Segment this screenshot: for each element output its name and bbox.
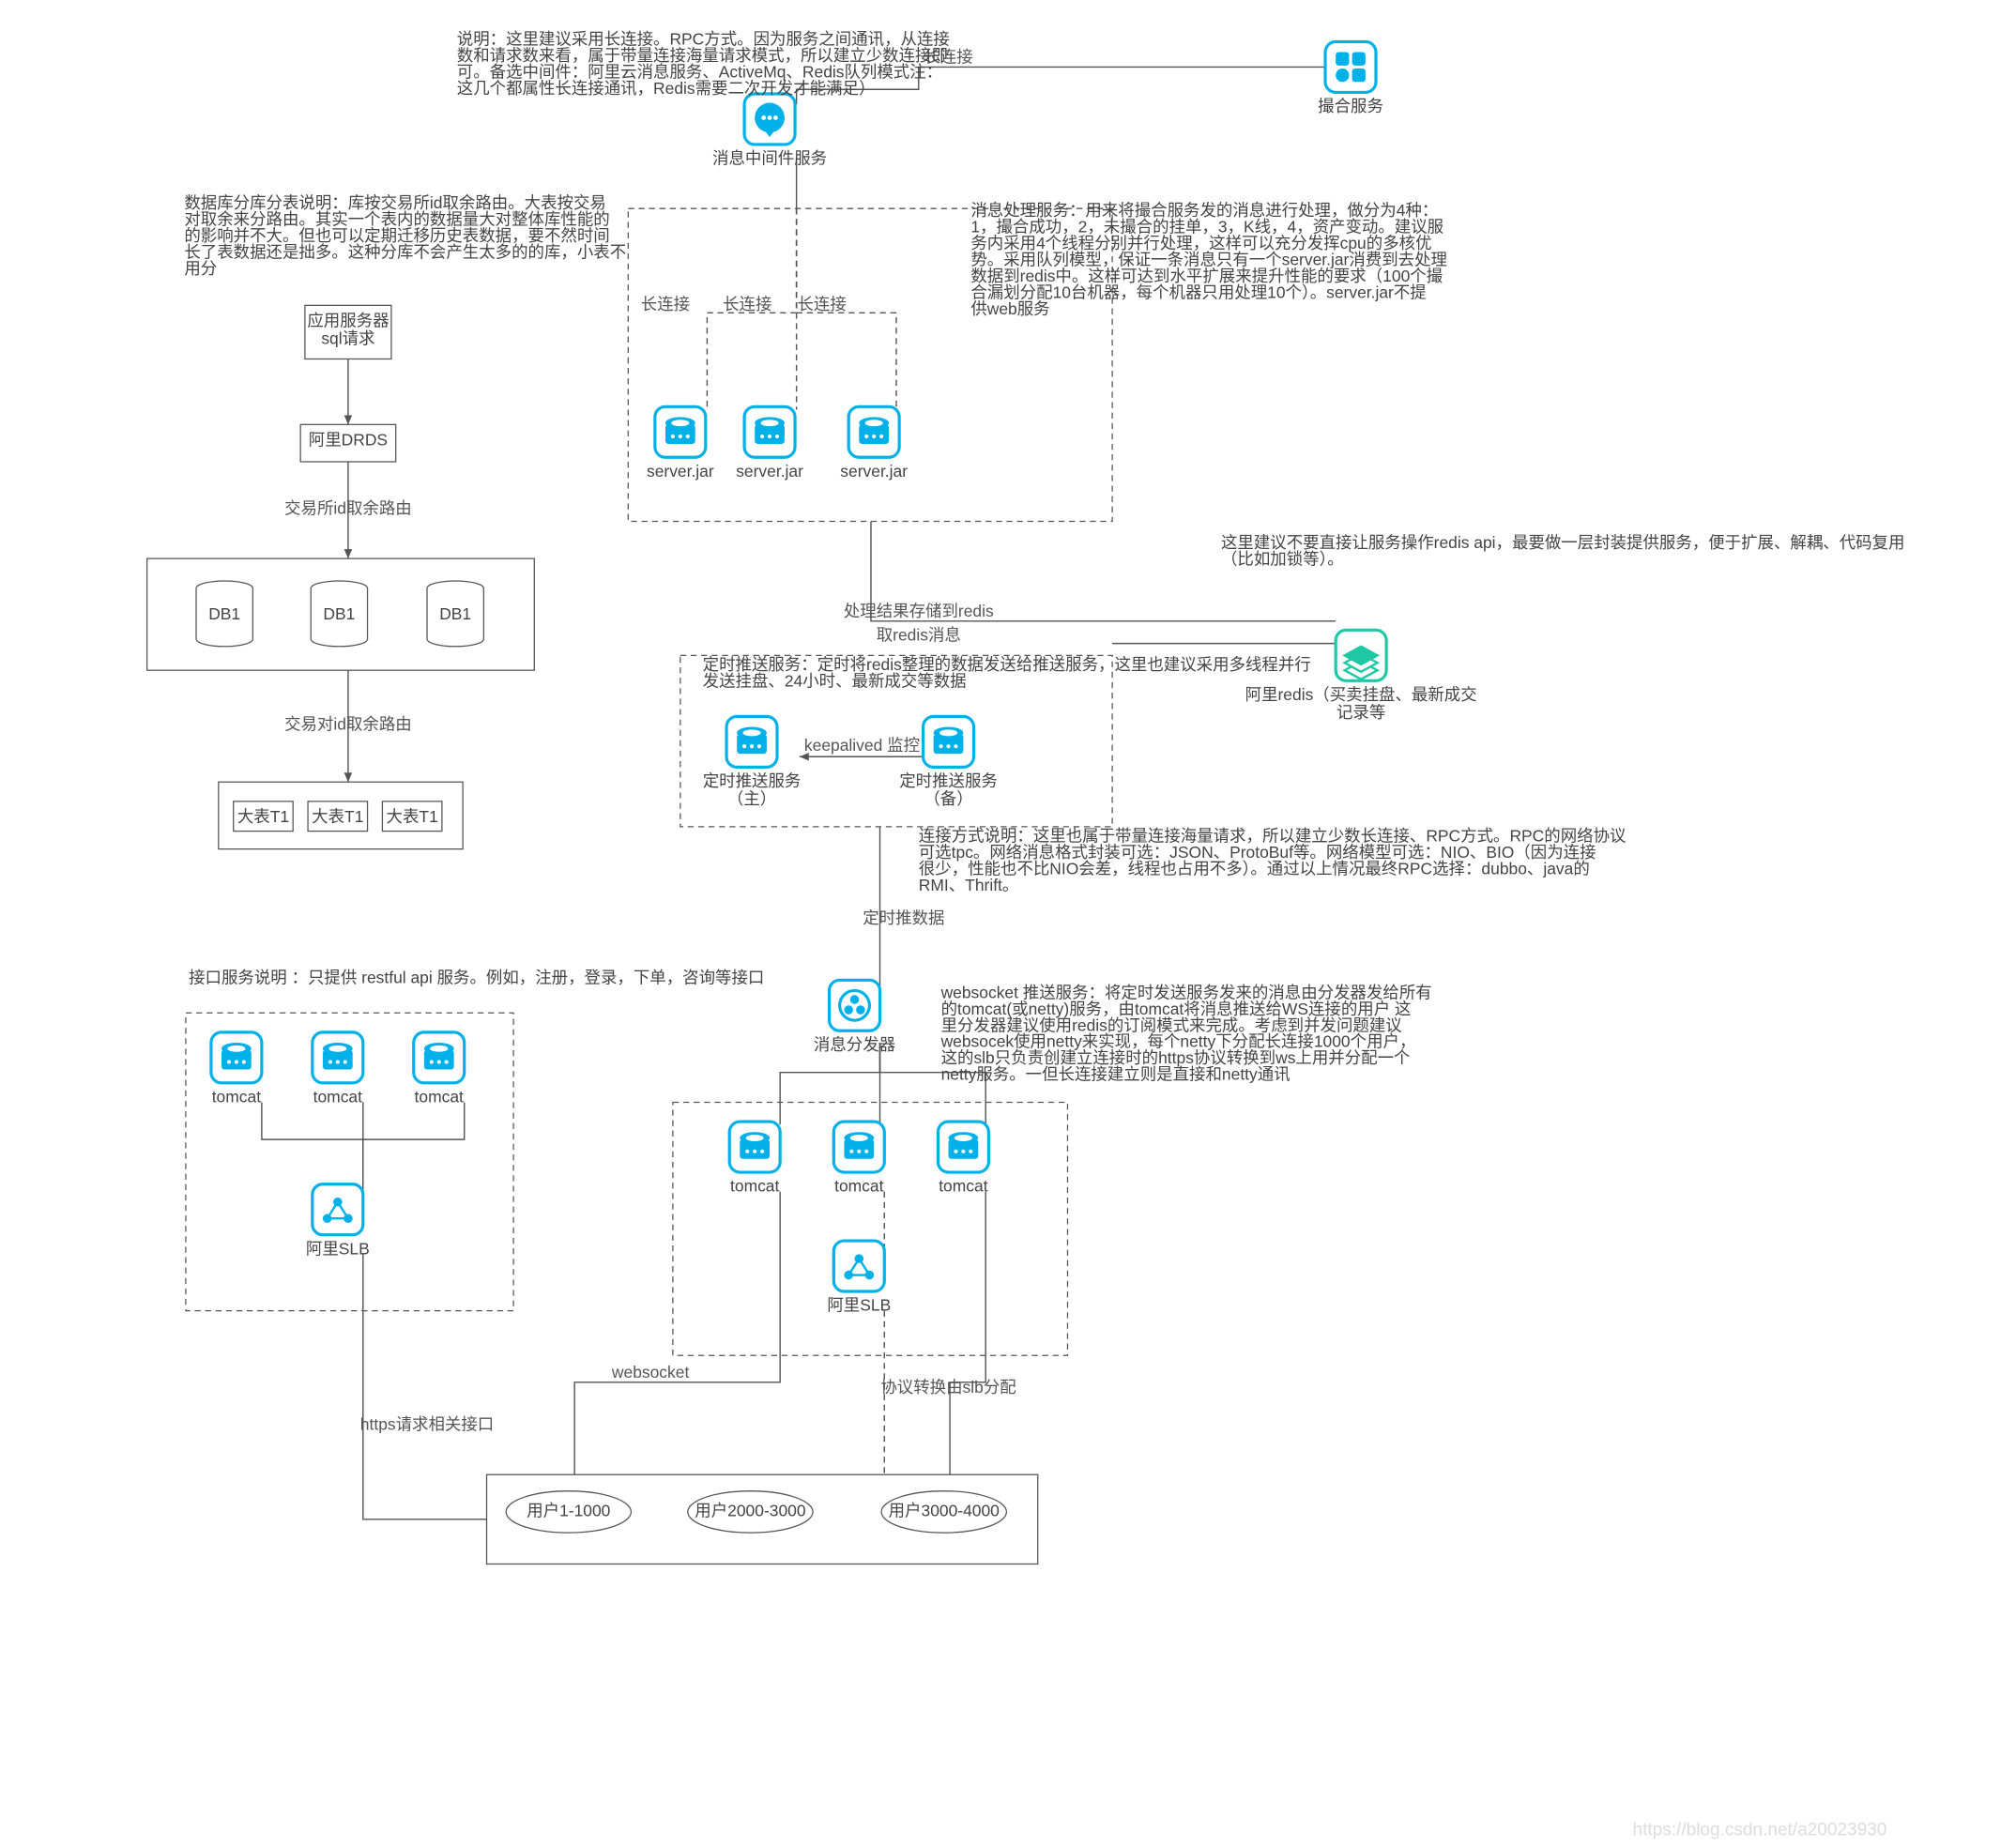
note-n_redis: 这里建议不要直接让服务操作redis api，最要做一层封装提供服务，便于扩展、… — [1221, 533, 1905, 568]
node-sj2: server.jar — [736, 406, 803, 481]
svg-text:tomcat: tomcat — [415, 1087, 464, 1106]
node-tc2: tomcat — [833, 1122, 884, 1196]
node-tc3: tomcat — [938, 1122, 988, 1196]
svg-text:server.jar: server.jar — [647, 462, 714, 481]
note-n_proc: 消息处理服务：用来将撮合服务发的消息进行处理，做分为4种：1，撮合成功，2，未撮… — [970, 201, 1447, 318]
svg-text:https请求相关接口: https请求相关接口 — [360, 1415, 494, 1434]
svg-text:tomcat: tomcat — [834, 1177, 883, 1196]
svg-text:大表T1: 大表T1 — [312, 807, 363, 826]
svg-text:长了表数据还是拙多。这种分库不会产生太多的的库，小表不: 长了表数据还是拙多。这种分库不会产生太多的的库，小表不 — [184, 243, 626, 262]
svg-text:取redis消息: 取redis消息 — [877, 625, 961, 644]
svg-text:协议转换由slb分配: 协议转换由slb分配 — [880, 1378, 1016, 1397]
svg-text:https://blog.csdn.net/a2002393: https://blog.csdn.net/a20023930 — [1632, 1820, 1886, 1839]
box-appReq: 应用服务器sql请求 — [305, 305, 391, 359]
svg-text:websocket: websocket — [611, 1363, 690, 1381]
box-db1: DB1 — [196, 581, 252, 647]
svg-text:大表T1: 大表T1 — [387, 807, 438, 826]
architecture-diagram: 长连接长连接长连接长连接处理结果存储到redis取redis消息keepaliv… — [0, 0, 2016, 1847]
box-t1: 大表T1 — [234, 801, 293, 832]
node-sj1: server.jar — [647, 406, 714, 481]
svg-text:server.jar: server.jar — [840, 462, 908, 481]
svg-text:接口服务说明 ：只提供 restful api 服务。例如，: 接口服务说明 ：只提供 restful api 服务。例如，注册，登录，下单，咨… — [189, 968, 764, 986]
svg-text:tomcat: tomcat — [730, 1177, 779, 1196]
note-n_conn: 连接方式说明：这里也属于带量连接海量请求，所以建立少数长连接、RPC方式。RPC… — [919, 827, 1627, 894]
user-u1: 用户1-1000 — [506, 1491, 631, 1533]
svg-text:（比如加锁等）。: （比如加锁等）。 — [1221, 550, 1344, 569]
box-t2: 大表T1 — [308, 801, 367, 832]
node-pushB: 定时推送服务（备） — [899, 716, 998, 808]
node-dispatch: 消息分发器 — [814, 980, 895, 1054]
svg-text:消息中间件服务: 消息中间件服务 — [712, 149, 827, 168]
svg-text:netty服务。一但长连接建立则是直接和netty通讯: netty服务。一但长连接建立则是直接和netty通讯 — [941, 1065, 1291, 1084]
edge-19 — [363, 1102, 465, 1198]
svg-text:定时推数据: 定时推数据 — [863, 908, 944, 927]
box-t3: 大表T1 — [382, 801, 441, 832]
edge-15 — [950, 1192, 985, 1475]
svg-text:tomcat: tomcat — [212, 1087, 261, 1106]
svg-text:RMI、Thrift。: RMI、Thrift。 — [919, 876, 1019, 894]
node-tc1: tomcat — [729, 1122, 780, 1196]
node-mixer: 撮合服务 — [1318, 41, 1383, 115]
svg-text:阿里SLB: 阿里SLB — [306, 1239, 370, 1258]
edge-14 — [574, 1192, 780, 1475]
user-u2: 用户2000-3000 — [688, 1491, 813, 1533]
svg-text:消息分发器: 消息分发器 — [814, 1035, 895, 1054]
svg-text:DB1: DB1 — [323, 604, 355, 623]
node-mq: 消息中间件服务 — [712, 94, 827, 168]
svg-text:很少，性能也不比NIO会差，线程也占用不多）。通过以上情况最: 很少，性能也不比NIO会差，线程也占用不多）。通过以上情况最终RPC选择：dub… — [919, 860, 1590, 878]
svg-text:定时推送服务（备）: 定时推送服务（备） — [899, 771, 998, 808]
node-api3: tomcat — [414, 1032, 465, 1107]
svg-text:用户3000-4000: 用户3000-4000 — [889, 1502, 1000, 1520]
svg-text:大表T1: 大表T1 — [237, 807, 289, 826]
svg-text:这几个都属性长连接通讯，Redis需要二次开发才能满足）: 这几个都属性长连接通讯，Redis需要二次开发才能满足） — [457, 79, 876, 98]
node-sj3: server.jar — [840, 406, 908, 481]
svg-text:阿里SLB: 阿里SLB — [827, 1296, 891, 1315]
box-db2: DB1 — [311, 581, 367, 647]
svg-text:长连接: 长连接 — [723, 295, 771, 313]
svg-text:处理结果存储到redis: 处理结果存储到redis — [844, 602, 994, 620]
note-n_api: 接口服务说明 ：只提供 restful api 服务。例如，注册，登录，下单，咨… — [189, 968, 764, 986]
svg-text:供web服务: 供web服务 — [970, 299, 1049, 318]
note-n_push: 定时推送服务：定时将redis整理的数据发送给推送服务，这里也建议采用多线程并行… — [703, 655, 1311, 690]
node-api1: tomcat — [211, 1032, 262, 1107]
svg-text:发送挂盘、24小时、最新成交等数据: 发送挂盘、24小时、最新成交等数据 — [703, 672, 967, 691]
svg-text:用分: 用分 — [184, 259, 217, 278]
note-n_db: 数据库分库分表说明：库按交易所id取余路由。大表按交易对取余来分路由。其实一个表… — [184, 193, 626, 278]
edge-9 — [780, 1043, 879, 1124]
svg-text:交易对id取余路由: 交易对id取余路由 — [284, 715, 412, 734]
svg-text:阿里DRDS: 阿里DRDS — [309, 431, 388, 450]
node-api2: tomcat — [313, 1032, 363, 1107]
svg-text:server.jar: server.jar — [736, 462, 803, 481]
svg-text:长连接: 长连接 — [641, 295, 690, 313]
note-n_ws: websocket 推送服务：将定时发送服务发来的消息由分发器发给所有的tomc… — [940, 983, 1432, 1083]
note-n_mq: 说明：这里建议采用长连接。RPC方式。因为服务之间通讯，从连接数和请求数来看，属… — [457, 30, 950, 98]
edge-16 — [363, 1254, 487, 1519]
box-db3: DB1 — [427, 581, 483, 647]
node-slb1: 阿里SLB — [306, 1184, 370, 1259]
svg-text:keepalived 监控: keepalived 监控 — [804, 736, 920, 755]
svg-text:定时推送服务（主）: 定时推送服务（主） — [703, 771, 802, 808]
user-u3: 用户3000-4000 — [881, 1491, 1006, 1533]
svg-text:交易所id取余路由: 交易所id取余路由 — [284, 499, 412, 518]
node-pushA: 定时推送服务（主） — [703, 716, 802, 808]
svg-text:tomcat: tomcat — [313, 1087, 362, 1106]
svg-text:阿里redis（买卖挂盘、最新成交记录等: 阿里redis（买卖挂盘、最新成交记录等 — [1245, 685, 1477, 722]
box-drds: 阿里DRDS — [300, 424, 396, 462]
svg-text:长连接: 长连接 — [797, 295, 846, 313]
svg-text:用户2000-3000: 用户2000-3000 — [695, 1502, 806, 1520]
svg-text:tomcat: tomcat — [939, 1177, 987, 1196]
svg-text:用户1-1000: 用户1-1000 — [527, 1502, 610, 1520]
node-slb2: 阿里SLB — [827, 1241, 891, 1315]
svg-text:DB1: DB1 — [439, 604, 471, 623]
svg-text:撮合服务: 撮合服务 — [1318, 97, 1383, 115]
svg-text:DB1: DB1 — [208, 604, 240, 623]
